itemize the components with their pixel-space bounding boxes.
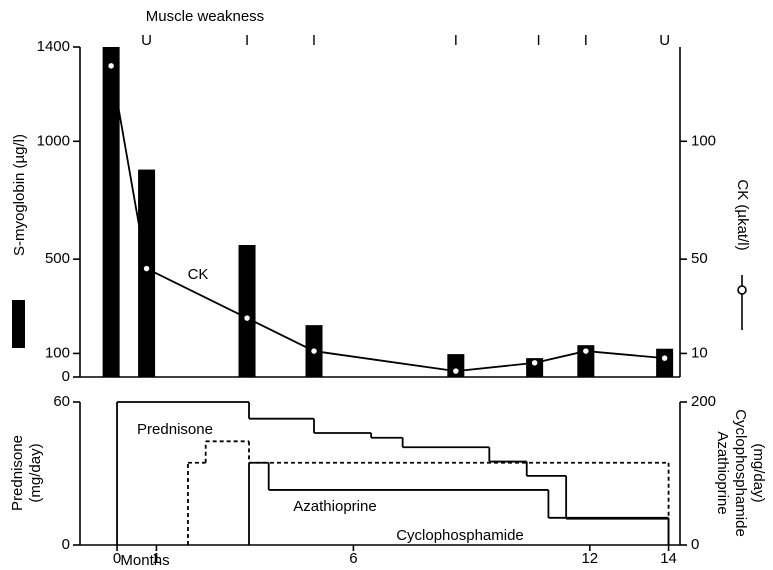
y2-axis-label: Azathioprine [714,431,731,514]
point [242,313,252,323]
series-label: Cyclophosphamide [396,527,524,544]
weakness-grade: I [454,32,458,49]
bar [138,169,156,377]
y2-axis-label: Cyclophosphamide [732,409,749,537]
point [530,358,539,368]
bar [238,245,256,377]
line [110,65,665,373]
bar [102,47,120,377]
line-annotation: CK [188,266,209,283]
x-tick-label: 12 [581,550,598,567]
bar [577,345,595,377]
y2-axis-label: (mg/day) [750,443,767,502]
y-tick-label: 1000 [37,132,70,149]
y-tick-label: 0 [62,368,70,385]
weakness-grade: U [141,32,152,49]
y2-axis-label: CK (µkat/l) [734,179,751,250]
x-tick-label: 1 [152,550,160,567]
point [451,366,461,376]
x-tick-label: 0 [113,550,121,567]
y-tick-label: 0 [62,536,70,553]
point [142,264,151,273]
weakness-title: Muscle weakness [146,8,264,25]
y-tick-label: 60 [53,393,70,410]
weakness-grade: I [245,32,249,49]
y2-tick-label: 100 [691,132,716,149]
y2-tick-label: 10 [691,344,708,361]
weakness-grade: I [536,32,540,49]
x-tick-label: 6 [349,550,357,567]
point [660,353,669,363]
y2-tick-label: 0 [691,536,699,553]
weakness-grade: I [312,32,316,49]
y-tick-label: 1400 [37,38,70,55]
y-axis-label: (mg/day) [27,443,44,502]
y-tick-label: 100 [45,344,70,361]
y-axis-label: Prednisone [9,435,26,511]
legend-swatch [12,300,25,348]
series-label: Azathioprine [293,498,376,515]
point [309,346,319,356]
x-tick-label: 14 [660,550,677,567]
bar [656,348,674,377]
point [581,346,591,356]
weakness-grade: U [659,32,670,49]
legend-marker [737,285,747,295]
y-axis-label: S-myoglobin (µg/l) [11,134,28,256]
point [106,61,116,71]
series-label: Prednisone [137,421,213,438]
x-axis-label: Months [120,552,169,569]
y-tick-label: 500 [45,250,70,267]
y2-tick-label: 50 [691,250,708,267]
weakness-grade: I [584,32,588,49]
y2-tick-label: 200 [691,393,716,410]
